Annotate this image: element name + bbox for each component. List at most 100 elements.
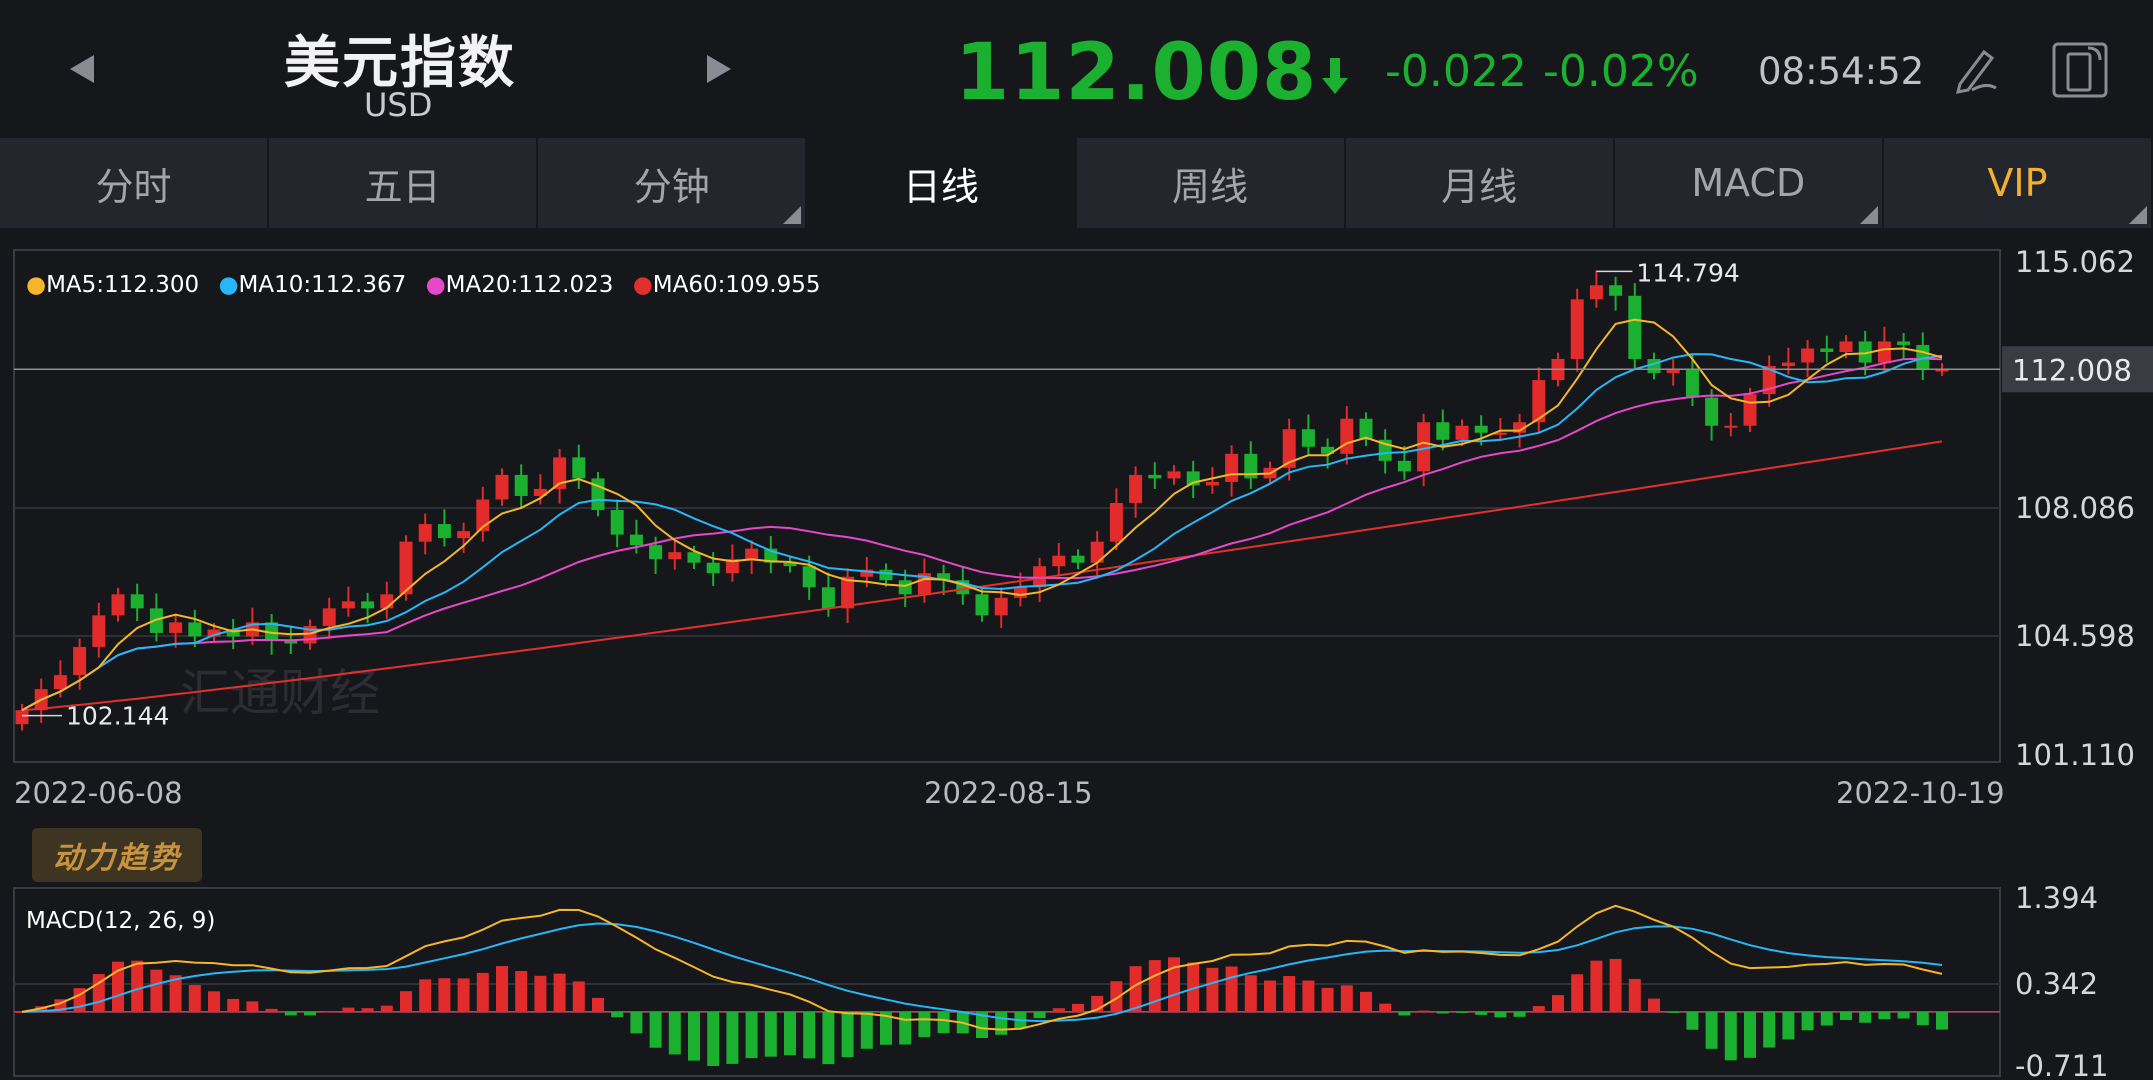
macd-bar [976, 1011, 988, 1039]
macd-bar [572, 981, 585, 1012]
candle-body [1321, 446, 1335, 454]
current-price-label: 112.008 [2012, 353, 2132, 387]
macd-bar [668, 1011, 681, 1055]
candle-body [1225, 453, 1239, 482]
macd-bar [1360, 991, 1372, 1012]
macd-bar [707, 1011, 720, 1066]
candle-body [841, 576, 855, 609]
candle-body [1609, 285, 1623, 296]
candle-body [1877, 341, 1891, 363]
candles-group [15, 270, 1949, 731]
ma-lines-group: 112.008 114.794 102.144 [14, 258, 2153, 731]
candle-body [1148, 474, 1162, 479]
current-price-tag [2002, 346, 2153, 393]
macd-bar [1590, 960, 1603, 1012]
macd-bar [169, 975, 182, 1012]
macd-bar [1552, 995, 1564, 1012]
macd-bar [150, 969, 163, 1012]
arrow-left-icon[interactable] [70, 55, 94, 83]
tab-daily[interactable]: 日线 [807, 138, 1077, 228]
macd-bar [1628, 979, 1641, 1012]
tab-minute[interactable]: 分钟 [538, 138, 808, 228]
tab-monthly[interactable]: 月线 [1345, 138, 1615, 228]
rotate-screen-icon[interactable] [2048, 38, 2112, 102]
macd-bar [1705, 1011, 1718, 1049]
macd-bar [630, 1011, 643, 1034]
macd-bar [1571, 974, 1584, 1012]
macd-bar [803, 1011, 816, 1059]
macd-bar [688, 1011, 700, 1061]
candle-body [533, 488, 547, 496]
macd-bar [1648, 998, 1660, 1012]
macd-dea-line [21, 922, 1943, 1023]
price-change-percent: -0.02% [1543, 46, 1699, 97]
macd-bar [1129, 966, 1142, 1012]
last-price: 112.008 [955, 28, 1318, 118]
macd-bar [1859, 1011, 1872, 1023]
candle-body [1129, 474, 1143, 503]
candle-body [514, 474, 528, 496]
macd-bar [1878, 1011, 1891, 1020]
pen-icon[interactable] [1950, 44, 2004, 94]
x-tick-label: 2022-10-19 [1836, 776, 2005, 810]
price-change: -0.022 [1385, 46, 1527, 97]
candle-body [1666, 369, 1680, 374]
candle-body [1417, 422, 1431, 472]
candle-body [1397, 460, 1411, 472]
macd-group [14, 904, 2000, 1066]
macd-bar [1379, 1003, 1392, 1012]
candle-body [361, 601, 375, 609]
tab-weekly[interactable]: 周线 [1076, 138, 1346, 228]
y-tick-label: 101.110 [2015, 738, 2135, 772]
tab-label: 分时 [95, 164, 172, 209]
candle-body [495, 474, 509, 500]
y-tick-label: 115.062 [2015, 245, 2135, 279]
instrument-name: 美元指数 [284, 31, 516, 96]
quote-header: 美元指数 USD 112.008 -0.022 -0.02% 08:54:52 [0, 0, 2153, 137]
candle-body [130, 594, 144, 609]
candle-body [572, 457, 586, 479]
candle-body [1493, 432, 1507, 435]
macd-bar [1456, 1011, 1468, 1013]
candle-body [687, 552, 701, 563]
arrow-right-icon[interactable] [707, 55, 731, 83]
macd-bar [611, 1011, 624, 1018]
candle-body [1205, 481, 1219, 486]
tab-vip[interactable]: VIP [1883, 138, 2153, 228]
macd-frame [13, 887, 2001, 1077]
candle-body [1743, 394, 1757, 426]
macd-y-tick-label: 0.342 [2015, 967, 2098, 1001]
macd-bar [1283, 975, 1296, 1012]
candle-body [1685, 369, 1699, 398]
x-tick-label: 2022-06-08 [14, 776, 183, 810]
tab-intraday[interactable]: 分时 [0, 138, 270, 228]
macd-bar [1244, 975, 1257, 1012]
ma20-dot: ● [426, 272, 446, 298]
tab-macd[interactable]: MACD [1614, 138, 1884, 228]
high-label: 114.794 [1636, 258, 1739, 287]
macd-bar [515, 971, 528, 1012]
candle-body [1301, 429, 1315, 447]
candle-body [821, 587, 835, 609]
candle-body [1282, 429, 1296, 468]
ma60-line [21, 440, 1943, 712]
tab-five-day[interactable]: 五日 [269, 138, 539, 228]
macd-bar [1667, 1011, 1680, 1013]
candle-body [1071, 555, 1085, 563]
macd-bar [1840, 1011, 1852, 1021]
tab-label: 五日 [364, 164, 441, 209]
macd-bar [1897, 1011, 1910, 1019]
ma60-dot: ● [633, 272, 653, 298]
macd-bar [880, 1011, 892, 1045]
macd-bar [1398, 1011, 1411, 1016]
macd-bar [1072, 1003, 1084, 1012]
macd-bar [899, 1011, 912, 1045]
macd-bar [419, 979, 432, 1012]
macd-bar [784, 1011, 796, 1056]
tab-label: MACD [1691, 161, 1806, 205]
candle-body [322, 608, 336, 626]
momentum-trend-badge[interactable]: 动力趋势 [32, 828, 202, 882]
dropdown-corner-icon [1859, 206, 1878, 224]
candle-body [169, 622, 183, 633]
